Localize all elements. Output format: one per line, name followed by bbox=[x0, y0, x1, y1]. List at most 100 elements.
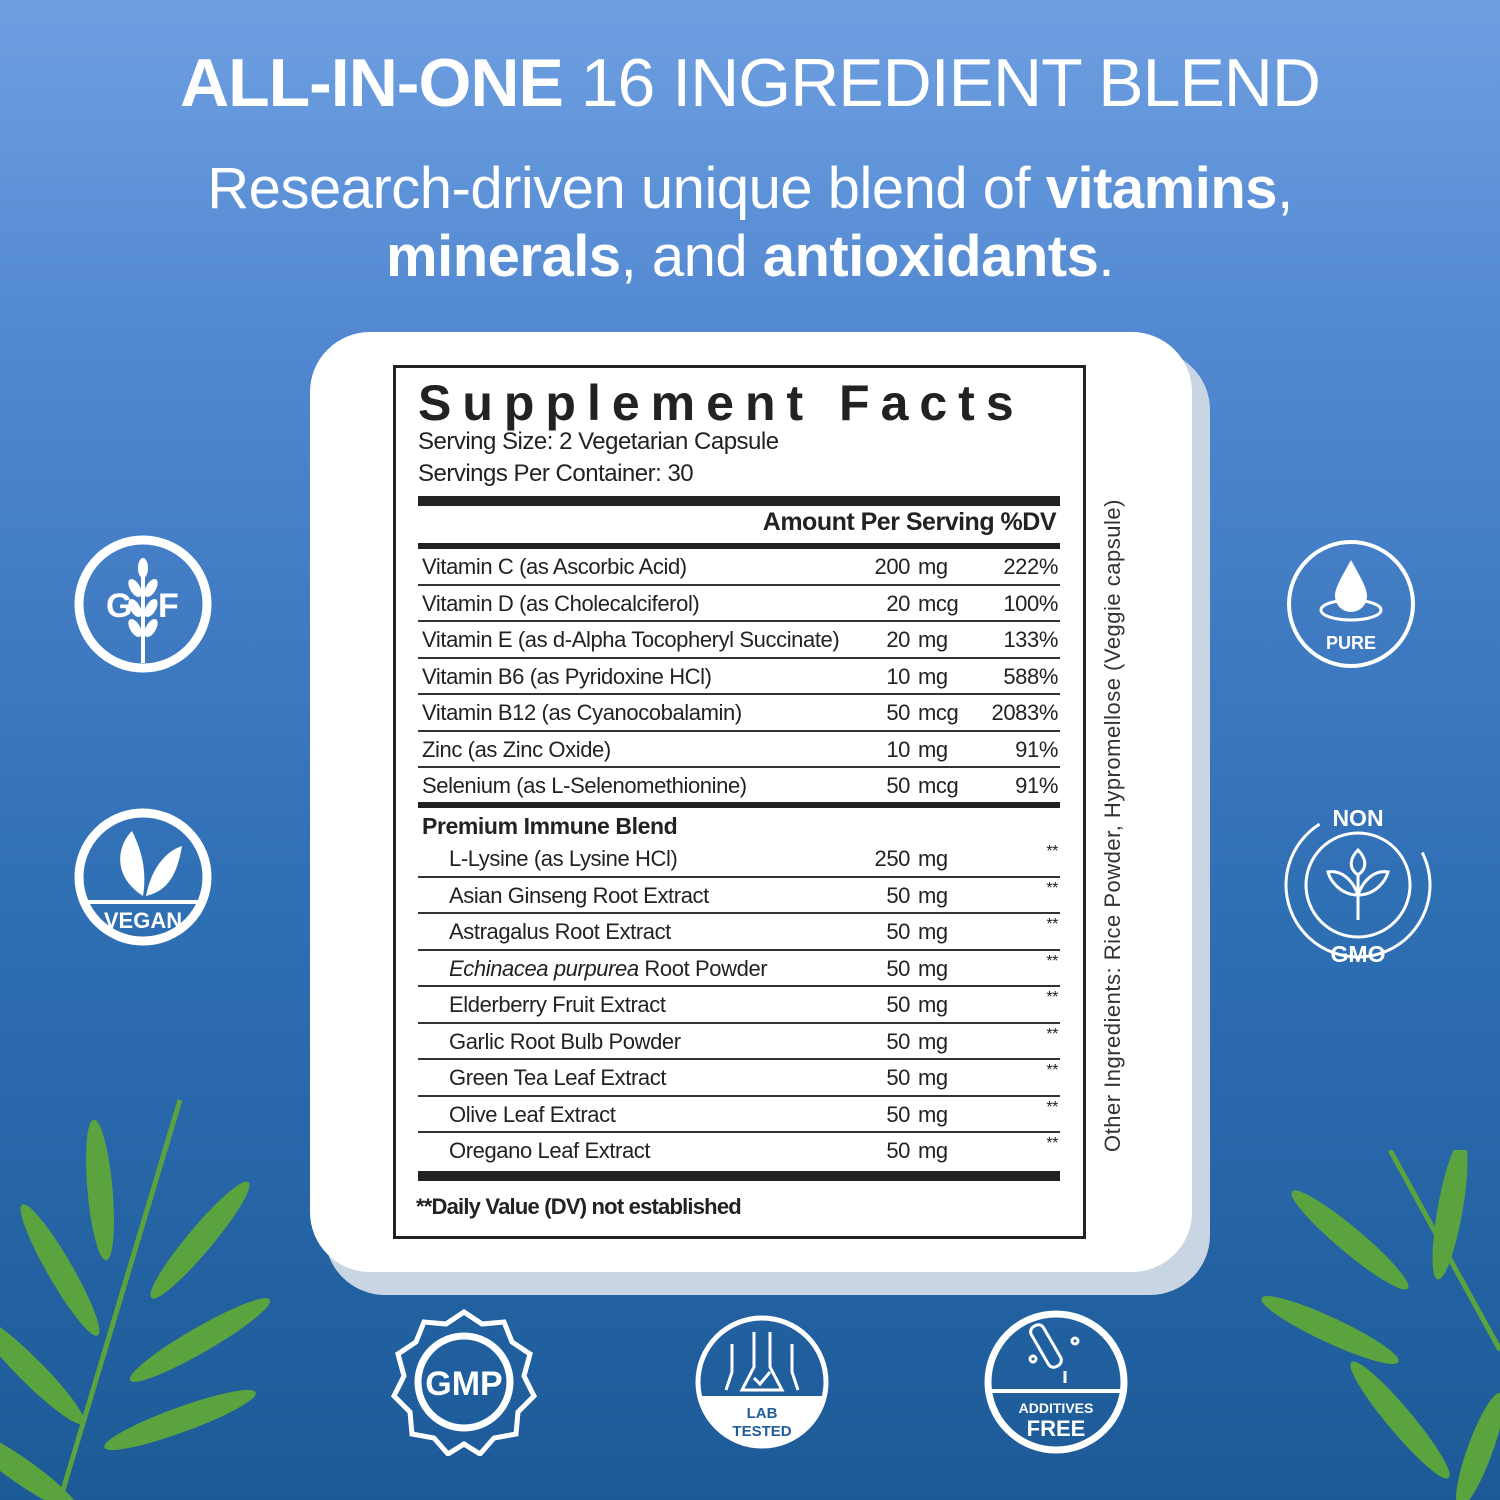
gmp-badge: GMP bbox=[390, 1308, 538, 1456]
amount: 50 bbox=[886, 700, 910, 725]
supplement-facts-panel: Supplement Facts Serving Size: 2 Vegetar… bbox=[393, 365, 1086, 1239]
other-ingredients: Other Ingredients: Rice Powder, Hypromel… bbox=[1100, 499, 1125, 1152]
water-drop-icon bbox=[1335, 560, 1367, 612]
ingredient-name: Vitamin C (as Ascorbic Acid) bbox=[422, 554, 687, 579]
gluten-free-badge: G F bbox=[74, 535, 212, 673]
sprout-icon bbox=[1326, 847, 1390, 920]
unit: mg bbox=[918, 627, 948, 652]
amount: 50 bbox=[886, 992, 910, 1017]
amount: 200 bbox=[874, 554, 910, 579]
svg-text:F: F bbox=[158, 587, 179, 625]
facts-title: Supplement Facts bbox=[418, 375, 1025, 431]
unit: mcg bbox=[918, 773, 959, 798]
daily-value: ** bbox=[1046, 879, 1058, 897]
amount: 50 bbox=[886, 1028, 910, 1054]
unit: mcg bbox=[918, 700, 959, 725]
table-row: Vitamin C (as Ascorbic Acid) 200 mg 222% bbox=[418, 549, 1060, 586]
ingredient-name: Vitamin D (as Cholecalciferol) bbox=[422, 590, 700, 616]
svg-text:NON: NON bbox=[1332, 805, 1383, 831]
servings-per-container: Servings Per Container: 30 bbox=[418, 460, 694, 487]
table-row: Echinacea purpurea Root Powder 50 mg ** bbox=[418, 951, 1060, 987]
table-row: Zinc (as Zinc Oxide) 10 mg 91% bbox=[418, 732, 1060, 768]
unit: mg bbox=[918, 1101, 948, 1127]
ingredient-name: Astragalus Root Extract bbox=[449, 919, 671, 944]
svg-text:GMP: GMP bbox=[425, 1365, 502, 1403]
vegan-badge: VEGAN bbox=[74, 808, 212, 946]
daily-value: ** bbox=[1046, 952, 1058, 970]
unit: mcg bbox=[918, 590, 959, 616]
amount: 50 bbox=[886, 773, 910, 798]
svg-text:TESTED: TESTED bbox=[732, 1423, 791, 1440]
wheat-icon bbox=[128, 558, 158, 663]
ingredient-name: Selenium (as L-Selenomethionine) bbox=[422, 773, 747, 798]
daily-value: 2083% bbox=[991, 700, 1058, 725]
ingredient-name: Vitamin E (as d-Alpha Tocopheryl Succina… bbox=[422, 627, 840, 652]
unit: mg bbox=[918, 919, 948, 944]
blend-table: L-Lysine (as Lysine HCl) 250 mg ** Asian Gin… bbox=[418, 806, 1060, 1170]
unit: mg bbox=[918, 955, 948, 981]
table-row: Selenium (as L-Selenomethionine) 50 mcg 91% bbox=[418, 768, 1060, 805]
divider bbox=[418, 1171, 1060, 1181]
additives-free-badge: ADDITIVES FREE bbox=[984, 1310, 1128, 1454]
svg-text:GMO: GMO bbox=[1331, 941, 1386, 967]
unit: mg bbox=[918, 663, 948, 689]
unit: mg bbox=[918, 1138, 948, 1163]
daily-value: ** bbox=[1046, 843, 1058, 860]
table-row: Vitamin E (as d-Alpha Tocopheryl Succina… bbox=[418, 622, 1060, 659]
divider bbox=[418, 802, 1060, 808]
table-row: Vitamin B12 (as Cyanocobalamin) 50 mcg 2083… bbox=[418, 695, 1060, 732]
vitamin-table: Vitamin C (as Ascorbic Acid) 200 mg 222% Vit… bbox=[418, 549, 1060, 805]
amount: 50 bbox=[886, 882, 910, 908]
unit: mg bbox=[918, 992, 948, 1017]
amount: 50 bbox=[886, 1101, 910, 1127]
amount: 250 bbox=[874, 846, 910, 871]
flasks-icon bbox=[724, 1332, 800, 1392]
amount: 10 bbox=[886, 736, 910, 762]
daily-value: ** bbox=[1046, 1025, 1058, 1043]
unit: mg bbox=[918, 1065, 948, 1090]
ingredient-name: Olive Leaf Extract bbox=[449, 1101, 616, 1127]
ingredient-name: L-Lysine (as Lysine HCl) bbox=[449, 846, 678, 871]
table-row: L-Lysine (as Lysine HCl) 250 mg ** bbox=[418, 841, 1060, 878]
daily-value: ** bbox=[1046, 916, 1058, 933]
amount: 50 bbox=[886, 1065, 910, 1090]
table-row: Vitamin D (as Cholecalciferol) 20 mcg 100% bbox=[418, 586, 1060, 622]
amount: 50 bbox=[886, 919, 910, 944]
leaf-right-decoration bbox=[1261, 1150, 1500, 1500]
daily-value: 100% bbox=[1003, 590, 1058, 616]
non-gmo-badge: NON GMO bbox=[1284, 805, 1432, 967]
table-row: Oregano Leaf Extract 50 mg ** bbox=[418, 1133, 1060, 1170]
svg-text:ADDITIVES: ADDITIVES bbox=[1019, 1400, 1094, 1416]
unit: mg bbox=[918, 554, 948, 579]
blend-title: Premium Immune Blend bbox=[422, 813, 678, 839]
ingredient-name: Garlic Root Bulb Powder bbox=[449, 1028, 681, 1054]
table-row: Garlic Root Bulb Powder 50 mg ** bbox=[418, 1024, 1060, 1060]
table-row: Astragalus Root Extract 50 mg ** bbox=[418, 914, 1060, 951]
ingredient-name: Zinc (as Zinc Oxide) bbox=[422, 736, 611, 762]
ingredient-name: Vitamin B6 (as Pyridoxine HCl) bbox=[422, 663, 712, 689]
table-row: Asian Ginseng Root Extract 50 mg ** bbox=[418, 878, 1060, 914]
amount: 10 bbox=[886, 663, 910, 689]
footnote: **Daily Value (DV) not established bbox=[416, 1194, 742, 1219]
ingredient-name: Asian Ginseng Root Extract bbox=[449, 882, 709, 908]
svg-text:FREE: FREE bbox=[1027, 1416, 1086, 1441]
daily-value: ** bbox=[1046, 1098, 1058, 1116]
svg-text:G: G bbox=[106, 587, 132, 625]
ingredient-name: Vitamin B12 (as Cyanocobalamin) bbox=[422, 700, 742, 725]
svg-text:VEGAN: VEGAN bbox=[104, 908, 182, 933]
subtitle: Research-driven unique blend of vitamins… bbox=[207, 156, 1293, 289]
daily-value: 133% bbox=[1003, 627, 1058, 652]
amount: 50 bbox=[886, 1138, 910, 1163]
daily-value: ** bbox=[1046, 1062, 1058, 1079]
svg-text:PURE: PURE bbox=[1326, 633, 1376, 653]
serving-size: Serving Size: 2 Vegetarian Capsule bbox=[418, 428, 779, 455]
column-header: Amount Per Serving %DV bbox=[762, 508, 1057, 536]
headline: ALL-IN-ONE 16 INGREDIENT BLEND bbox=[179, 45, 1321, 121]
amount: 20 bbox=[886, 627, 910, 652]
amount: 50 bbox=[886, 955, 910, 981]
table-row: Vitamin B6 (as Pyridoxine HCl) 10 mg 588% bbox=[418, 659, 1060, 695]
ingredient-name: Green Tea Leaf Extract bbox=[449, 1065, 667, 1090]
ingredient-name: Oregano Leaf Extract bbox=[449, 1138, 651, 1163]
daily-value: ** bbox=[1046, 1135, 1058, 1152]
lab-tested-badge: LAB TESTED bbox=[695, 1315, 829, 1449]
